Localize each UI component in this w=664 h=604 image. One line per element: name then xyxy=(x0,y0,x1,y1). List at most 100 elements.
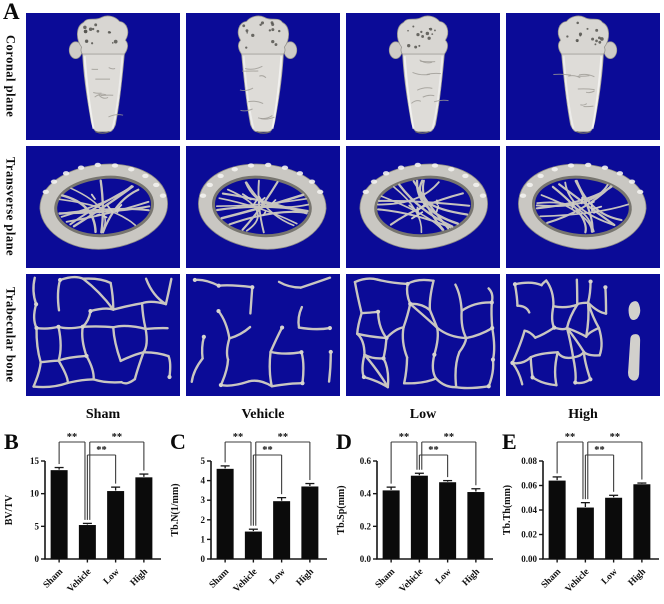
x-category-label: Low xyxy=(434,567,454,587)
y-tick-label: 4 xyxy=(201,476,206,486)
microct-image-transverse-low xyxy=(346,146,500,268)
bar xyxy=(107,491,125,559)
row-label-coronal-plane: Coronal plane xyxy=(3,35,18,118)
bone-render xyxy=(237,15,298,134)
x-category-label: Sham xyxy=(208,567,232,591)
x-category-label: Sham xyxy=(42,567,66,591)
bone-render xyxy=(198,162,327,250)
significance-label: ** xyxy=(565,432,576,443)
bar xyxy=(439,482,457,559)
y-tick-label: 5 xyxy=(35,521,40,531)
chart-tb-th: E 0.00 0.02 0.04 0.06 0.08 Tb.Th(mm) Sham Vehic… xyxy=(498,429,664,604)
bone-render xyxy=(388,15,449,134)
microct-image-coronal-low xyxy=(346,13,500,140)
y-tick-label: 0.00 xyxy=(521,554,537,564)
bone-render xyxy=(359,162,488,250)
microct-image-trabecular-vehicle xyxy=(186,274,340,396)
bar xyxy=(135,477,153,559)
microct-image-coronal-vehicle xyxy=(186,13,340,140)
significance-label: ** xyxy=(399,432,410,443)
y-tick-label: 0 xyxy=(35,554,40,564)
y-tick-label: 1 xyxy=(201,534,206,544)
bar xyxy=(633,484,651,559)
significance-label: ** xyxy=(610,432,621,443)
significance-label: ** xyxy=(428,445,439,456)
y-axis-label: Tb.N(1/mm) xyxy=(170,483,181,536)
row-label-transverse-plane: Transverse plane xyxy=(3,157,18,257)
x-category-label: High xyxy=(461,567,483,589)
y-tick-label: 0 xyxy=(201,554,206,564)
significance-label: ** xyxy=(444,432,455,443)
bone-render xyxy=(32,275,173,389)
significance-label: ** xyxy=(233,432,244,443)
significance-label: ** xyxy=(262,445,273,456)
group-label-sham: Sham xyxy=(85,407,121,422)
group-label-vehicle: Vehicle xyxy=(241,407,285,422)
bone-render xyxy=(510,278,641,387)
bar xyxy=(548,480,566,559)
group-label-low: Low xyxy=(409,407,437,422)
x-category-label: Sham xyxy=(374,567,398,591)
bone-render xyxy=(190,276,333,388)
y-tick-label: 0.06 xyxy=(521,481,537,491)
y-tick-label: 0.08 xyxy=(521,456,537,466)
y-tick-label: 0.0 xyxy=(360,554,372,564)
microct-image-coronal-high xyxy=(506,13,660,140)
microct-image-transverse-high xyxy=(506,146,660,268)
y-tick-label: 10 xyxy=(30,489,40,499)
bar xyxy=(382,490,400,559)
bar-chart-tb-th: 0.00 0.02 0.04 0.06 0.08 Tb.Th(mm) Sham Vehicle… xyxy=(502,432,659,595)
panel-e-letter: E xyxy=(502,429,517,454)
bar xyxy=(244,531,262,559)
significance-label: ** xyxy=(112,432,123,443)
bar xyxy=(273,501,291,559)
bar xyxy=(78,525,96,559)
microct-image-trabecular-low xyxy=(346,274,500,396)
significance-label: ** xyxy=(594,445,605,456)
panel-d-letter: D xyxy=(336,429,352,454)
x-category-label: Low xyxy=(600,567,620,587)
x-category-label: Low xyxy=(102,567,122,587)
charts-row: B 0 5 10 15 BV/TV Sham Vehicle Low High ** ** ** C … xyxy=(0,429,664,604)
panel-a: A Coronal plane Transverse plane Trabecu… xyxy=(0,0,660,428)
significance-label: ** xyxy=(96,445,107,456)
bar-chart-tb-n: 0 1 2 3 4 5 Tb.N(1/mm) Sham Vehicle Low High ** ** ** xyxy=(170,432,327,595)
panel-b-letter: B xyxy=(4,429,19,454)
bar-chart-tb-sp: 0.0 0.2 0.4 0.6 Tb.Sp(mm) Sham Vehicle Low High *… xyxy=(336,432,493,595)
y-tick-label: 0.6 xyxy=(360,456,372,466)
bone-render xyxy=(518,162,647,250)
panel-c-letter: C xyxy=(170,429,186,454)
y-tick-label: 0.02 xyxy=(521,530,537,540)
y-axis-label: Tb.Th(mm) xyxy=(502,485,513,535)
bar xyxy=(605,497,623,559)
bone-render xyxy=(39,162,168,250)
microct-image-trabecular-high xyxy=(506,274,660,396)
y-axis-label: Tb.Sp(mm) xyxy=(336,485,347,534)
x-category-label: High xyxy=(295,567,317,589)
x-category-label: Vehicle xyxy=(232,567,260,595)
bar xyxy=(216,468,234,559)
bar xyxy=(301,486,319,559)
bar xyxy=(576,507,594,559)
microct-image-transverse-vehicle xyxy=(186,146,340,268)
y-tick-label: 0.04 xyxy=(521,505,537,515)
row-label-trabecular-bone: Trabecular bone xyxy=(3,287,18,383)
bone-render xyxy=(68,15,129,134)
microct-grid: Coronal plane Transverse plane Trabecula… xyxy=(0,13,660,428)
bone-render xyxy=(353,277,496,390)
microct-image-trabecular-sham xyxy=(26,274,180,396)
bar xyxy=(50,470,68,559)
bar xyxy=(467,492,485,559)
group-label-high: High xyxy=(568,407,598,422)
significance-label: ** xyxy=(67,432,78,443)
bar-chart-bv-tv: 0 5 10 15 BV/TV Sham Vehicle Low High ** ** ** xyxy=(4,432,161,595)
chart-tb-n: C 0 1 2 3 4 5 Tb.N(1/mm) Sham Vehicle Low High ** **… xyxy=(166,429,332,604)
x-category-label: Vehicle xyxy=(66,567,94,595)
chart-tb-sp: D 0.0 0.2 0.4 0.6 Tb.Sp(mm) Sham Vehicle Low Hig… xyxy=(332,429,498,604)
microct-image-transverse-sham xyxy=(26,146,180,268)
x-category-label: Vehicle xyxy=(398,567,426,595)
panel-a-letter: A xyxy=(3,0,20,24)
x-category-label: Vehicle xyxy=(564,567,592,595)
y-tick-label: 0.2 xyxy=(360,521,372,531)
